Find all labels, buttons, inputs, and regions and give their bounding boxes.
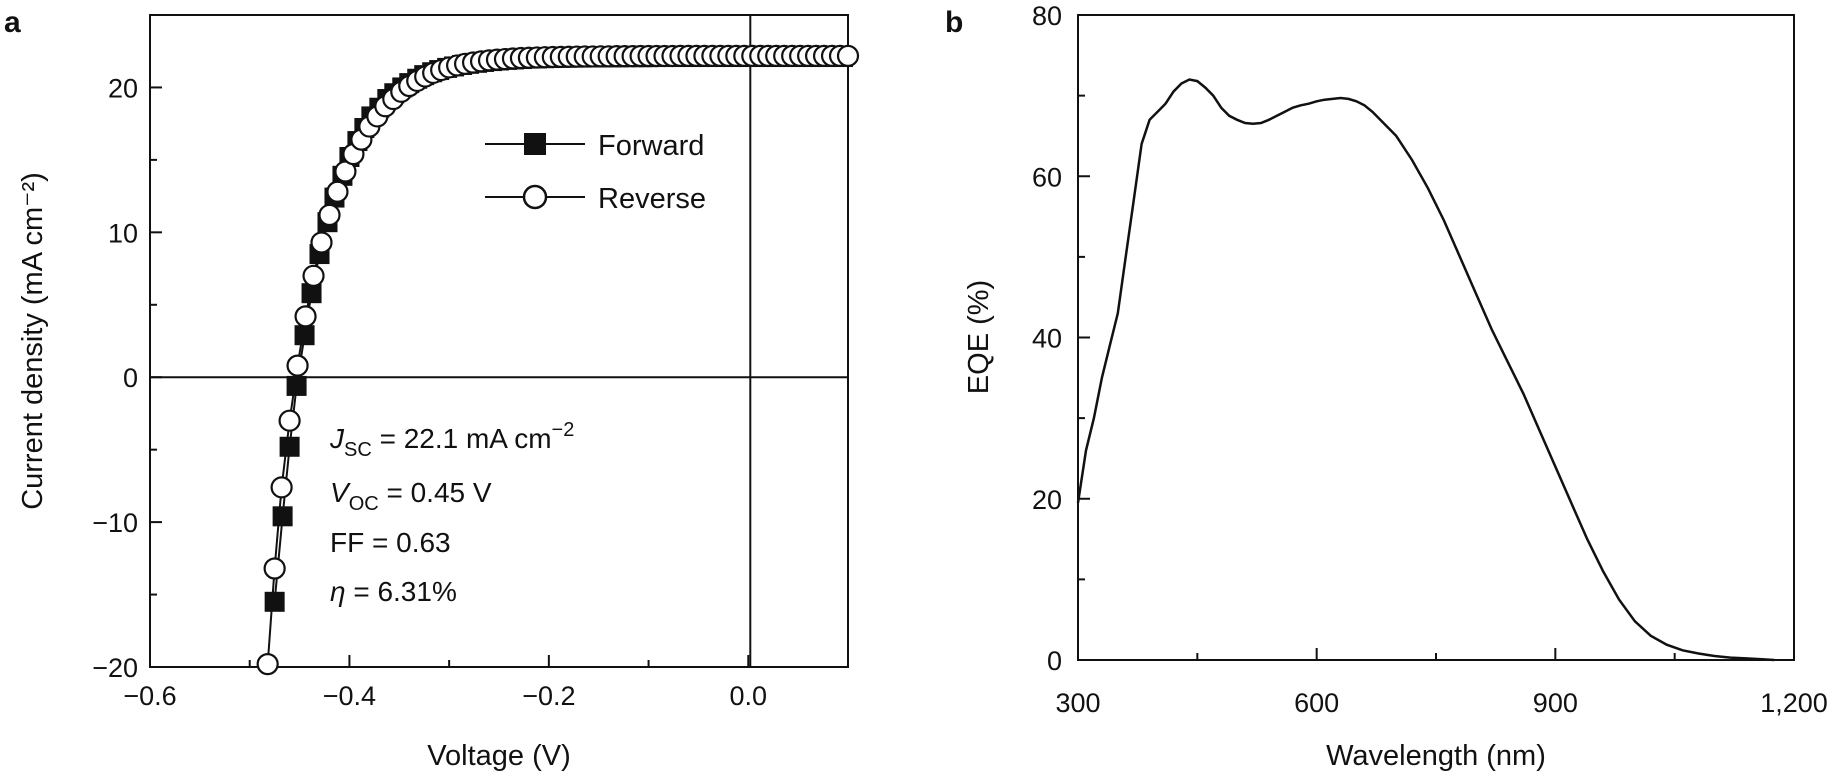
panel-b-x-tick-label: 1,200 xyxy=(1760,688,1828,718)
panel-a-annotations: JSC = 22.1 mA cm−2 VOC = 0.45 V FF = 0.6… xyxy=(329,419,574,607)
legend-reverse-label: Reverse xyxy=(598,183,706,215)
annotation-voc: VOC = 0.45 V xyxy=(330,477,492,515)
panel-b-x-tick-label: 300 xyxy=(1055,688,1100,718)
panel-a-jv-curve: a −0.6 −0.4 −0.2 0.0 −20 −10 0 10 20 Voltage (V)… xyxy=(4,6,860,772)
annotation-jsc-superscript: −2 xyxy=(552,419,575,441)
panel-b-x-tick-label: 900 xyxy=(1533,688,1578,718)
panel-a-y-tick-label: 10 xyxy=(108,218,138,248)
panel-a-x-tick-label: 0.0 xyxy=(730,681,768,711)
panel-b-y-tick-label: 0 xyxy=(1047,646,1062,676)
annotation-voc-subscript: OC xyxy=(349,493,379,515)
panel-a-letter: a xyxy=(4,6,21,39)
panel-a-y-tick-label: −20 xyxy=(92,653,138,683)
series-reverse-point xyxy=(310,231,333,254)
annotation-ff: FF = 0.63 xyxy=(330,527,451,558)
panel-b-x-tick-label: 600 xyxy=(1294,688,1339,718)
annotation-eta-symbol: η xyxy=(330,576,346,607)
annotation-voc-value: = 0.45 V xyxy=(379,477,492,508)
panel-a-legend: Forward Reverse xyxy=(485,130,706,215)
series-forward-point xyxy=(286,375,307,396)
panel-a-y-tick-label: 0 xyxy=(123,363,138,393)
series-reverse-point xyxy=(263,557,286,580)
series-reverse-point xyxy=(286,354,309,377)
panel-a-x-axis-title: Voltage (V) xyxy=(427,740,570,772)
annotation-eta-value: = 6.31% xyxy=(346,576,457,607)
panel-a-y-axis-title: Current density (mA cm⁻²) xyxy=(17,172,49,510)
panel-b-y-tick-label: 40 xyxy=(1032,324,1062,354)
legend-forward-label: Forward xyxy=(598,130,704,162)
panel-b-tick-labels: 300 600 900 1,200 0 20 40 60 80 xyxy=(1032,1,1828,718)
series-reverse-point xyxy=(256,653,279,676)
series-forward-point xyxy=(264,591,285,612)
series-reverse-point xyxy=(302,264,325,287)
series-forward-point xyxy=(279,436,300,457)
panel-a-ticks xyxy=(149,14,750,668)
series-forward-point xyxy=(301,283,322,304)
series-forward-point xyxy=(272,506,293,527)
annotation-jsc-symbol: J xyxy=(329,423,345,454)
panel-a-y-tick-label: −10 xyxy=(92,508,138,538)
annotation-jsc-subscript: SC xyxy=(344,439,372,461)
panel-b-x-axis-title: Wavelength (nm) xyxy=(1326,740,1546,772)
panel-b-plot-frame xyxy=(1077,14,1795,661)
panel-a-x-tick-label: −0.2 xyxy=(522,681,575,711)
panel-b-ticks xyxy=(1077,14,1795,661)
annotation-jsc: JSC = 22.1 mA cm−2 xyxy=(329,419,574,461)
panel-b-y-axis-title: EQE (%) xyxy=(963,280,995,394)
series-reverse-point xyxy=(294,305,317,328)
panel-b-letter: b xyxy=(945,6,963,39)
panel-a-y-tick-label: 20 xyxy=(108,73,138,103)
panel-b-eqe-line xyxy=(1076,78,1775,662)
panel-a-plot-frame xyxy=(149,14,849,668)
panel-a-x-tick-label: −0.4 xyxy=(323,681,376,711)
series-reverse-point xyxy=(326,180,349,203)
series-reverse-point xyxy=(270,476,293,499)
series-reverse-point xyxy=(318,203,341,227)
annotation-jsc-value: = 22.1 mA cm xyxy=(372,423,552,454)
panel-a-x-tick-label: −0.6 xyxy=(123,681,176,711)
annotation-voc-symbol: V xyxy=(330,477,351,508)
annotation-ff-value: FF = 0.63 xyxy=(330,527,451,558)
series-reverse-point xyxy=(836,44,860,67)
legend-forward-marker xyxy=(524,133,546,155)
legend-reverse-marker xyxy=(522,184,548,210)
series-reverse-point xyxy=(278,409,301,432)
panel-b-y-tick-label: 60 xyxy=(1032,162,1062,192)
panel-a-tick-labels: −0.6 −0.4 −0.2 0.0 −20 −10 0 10 20 xyxy=(92,73,767,711)
panel-b-y-tick-label: 80 xyxy=(1032,1,1062,31)
panel-a-series xyxy=(256,44,860,676)
panel-b-y-tick-label: 20 xyxy=(1032,485,1062,515)
series-forward-point xyxy=(294,325,315,346)
panel-b-eqe-curve: b 300 600 900 1,200 0 20 40 60 80 Wavelength (nm… xyxy=(945,1,1828,772)
annotation-eta: η = 6.31% xyxy=(330,576,457,607)
